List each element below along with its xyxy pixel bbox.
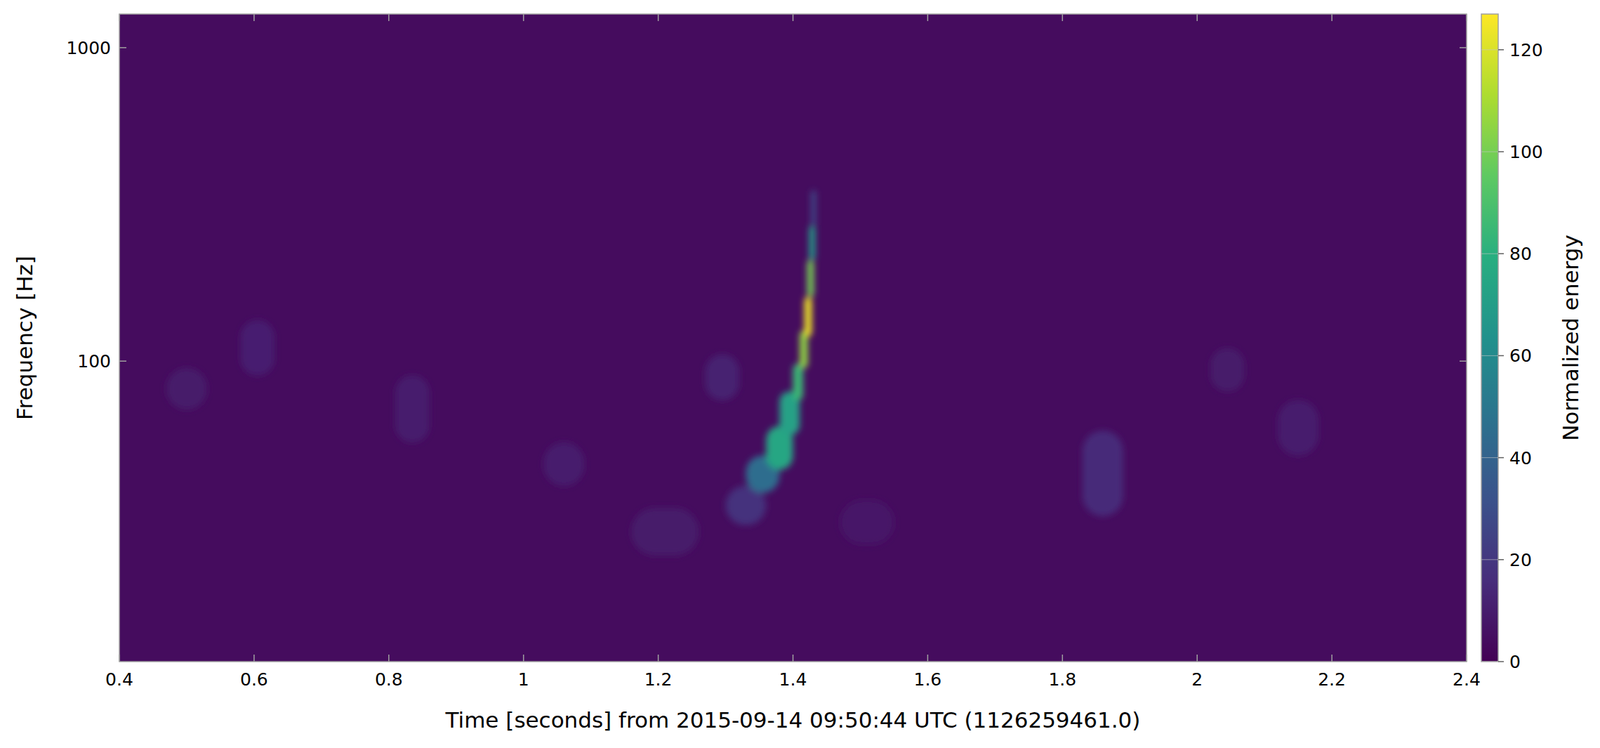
heat-cell xyxy=(1210,348,1245,392)
heat-cell xyxy=(166,367,208,410)
x-tick-top xyxy=(523,14,525,22)
cells xyxy=(166,190,1319,555)
x-tick xyxy=(1331,654,1333,662)
heat-cell xyxy=(631,507,699,556)
x-tick-label: 0.6 xyxy=(240,669,269,690)
x-tick xyxy=(1196,654,1198,662)
x-tick xyxy=(388,654,390,662)
x-tick xyxy=(657,654,660,662)
heat-cell xyxy=(809,226,816,261)
background-cell xyxy=(119,14,1467,662)
heat-cell xyxy=(804,296,813,337)
x-tick-top xyxy=(927,14,929,22)
x-tick xyxy=(927,654,929,662)
colorbar xyxy=(1481,14,1499,662)
y-tick-label: 100 xyxy=(77,351,111,372)
colorbar-tick xyxy=(1498,660,1504,663)
y-tick xyxy=(119,360,127,362)
colorbar-tick xyxy=(1498,558,1504,561)
y-tick-right xyxy=(1459,47,1467,49)
heat-cell xyxy=(543,442,585,486)
colorbar-tick-line xyxy=(1481,355,1499,356)
x-tick xyxy=(792,654,795,662)
x-tick-label: 0.4 xyxy=(105,669,134,690)
colorbar-tick xyxy=(1498,49,1504,51)
x-tick-top xyxy=(792,14,795,22)
heat-cell xyxy=(840,499,895,545)
colorbar-tick-label: 120 xyxy=(1509,40,1544,61)
x-tick-label: 1.8 xyxy=(1048,669,1077,690)
x-tick-label: 1.2 xyxy=(644,669,673,690)
x-tick-label: 1 xyxy=(518,669,530,690)
colorbar-tick-line xyxy=(1481,558,1499,560)
x-tick xyxy=(253,654,255,662)
heat-cell xyxy=(793,363,804,401)
colorbar-tick-label: 40 xyxy=(1509,447,1532,469)
colorbar-tick xyxy=(1498,457,1504,459)
colorbar-tick-line xyxy=(1481,49,1499,50)
x-tick xyxy=(1465,654,1468,662)
heat-cell xyxy=(395,375,429,443)
y-axis-label: Frequency [Hz] xyxy=(11,255,38,420)
colorbar-tick xyxy=(1498,252,1504,255)
colorbar-tick-label: 20 xyxy=(1509,549,1532,571)
x-tick-top xyxy=(1331,14,1333,22)
x-tick-top xyxy=(253,14,255,22)
x-tick-top xyxy=(388,14,390,22)
x-tick-top xyxy=(657,14,660,22)
plot-frame xyxy=(119,14,1467,662)
x-tick-top xyxy=(1465,14,1468,22)
y-tick-right xyxy=(1459,360,1467,362)
colorbar-tick-label: 0 xyxy=(1509,651,1521,672)
x-tick-label: 2.4 xyxy=(1452,669,1481,690)
x-tick xyxy=(1062,654,1064,662)
y-tick xyxy=(119,47,127,49)
x-tick-label: 2 xyxy=(1191,669,1203,690)
x-tick-top xyxy=(1062,14,1064,22)
heat-cell xyxy=(810,190,816,226)
x-tick xyxy=(523,654,525,662)
heat-cell xyxy=(799,330,809,368)
colorbar-tick-line xyxy=(1481,661,1499,663)
colorbar-tick-line xyxy=(1481,253,1499,255)
colorbar-tick xyxy=(1498,150,1504,153)
heat-cell xyxy=(807,259,815,297)
x-tick-label: 0.8 xyxy=(374,669,403,690)
colorbar-tick-line xyxy=(1481,151,1499,153)
chart: 0.40.60.811.21.41.61.822.22.41001000Time… xyxy=(0,0,1600,748)
colorbar-tick-label: 80 xyxy=(1509,243,1532,264)
x-tick-top xyxy=(1196,14,1198,22)
heat-cell xyxy=(1082,430,1124,517)
colorbar-label: Normalized energy xyxy=(1557,234,1584,441)
x-tick-label: 1.4 xyxy=(779,669,808,690)
colorbar-tick-label: 60 xyxy=(1509,345,1532,366)
colorbar-tick xyxy=(1498,355,1504,357)
y-tick-label: 1000 xyxy=(65,37,111,59)
colorbar-tick-label: 100 xyxy=(1509,141,1544,163)
colorbar-tick-line xyxy=(1481,457,1499,458)
x-tick xyxy=(118,654,121,662)
heat-cell xyxy=(1277,400,1319,456)
x-tick-top xyxy=(118,14,121,22)
heat-cell xyxy=(705,354,740,401)
heat-cell xyxy=(240,320,275,376)
plot-area xyxy=(119,14,1467,662)
x-axis-label: Time [seconds] from 2015-09-14 09:50:44 … xyxy=(445,706,1141,733)
x-tick-label: 2.2 xyxy=(1317,669,1346,690)
x-tick-label: 1.6 xyxy=(914,669,943,690)
